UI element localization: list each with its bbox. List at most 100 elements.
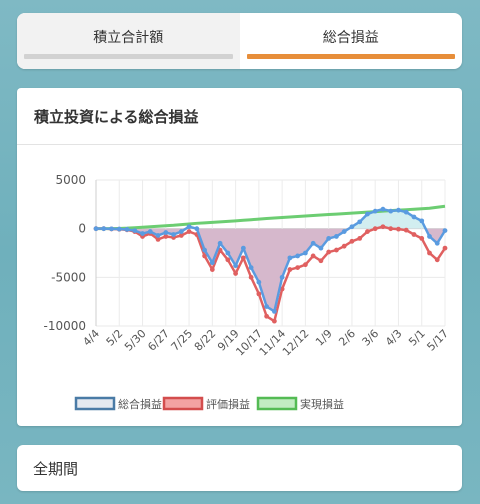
data-point (209, 260, 215, 266)
data-point (411, 214, 417, 220)
x-tick-label: 6/27 (145, 327, 172, 354)
data-point (295, 253, 301, 259)
data-point (396, 207, 401, 213)
total-area-negative (96, 228, 445, 312)
x-tick-label: 12/12 (280, 327, 312, 359)
data-point (318, 245, 324, 251)
data-point (357, 236, 363, 241)
y-tick-label: -10000 (43, 319, 86, 333)
data-point (287, 255, 293, 261)
data-point (279, 274, 285, 280)
data-point (380, 224, 386, 230)
x-tick-label: 8/22 (192, 327, 219, 354)
data-point (240, 245, 246, 251)
tab-total-contribution[interactable]: 積立合計額 (17, 13, 240, 69)
data-point (388, 226, 394, 232)
tab-label: 総合損益 (322, 30, 379, 46)
data-point (209, 267, 215, 272)
legend-swatch (256, 396, 298, 411)
total-line (96, 207, 447, 313)
data-point (264, 304, 270, 309)
data-point (403, 227, 409, 233)
data-point (256, 291, 262, 297)
data-point (248, 265, 254, 270)
period-selector[interactable]: 全期間 (17, 445, 462, 491)
data-point (349, 224, 355, 230)
data-point (357, 219, 363, 225)
data-point (419, 218, 425, 224)
legend-swatch (162, 396, 204, 411)
data-point (233, 271, 239, 276)
x-tick-label: 5/30 (122, 327, 149, 354)
data-point (248, 274, 254, 280)
period-label: 全期間 (33, 460, 79, 478)
y-tick-label: 5000 (55, 173, 86, 187)
x-tick-label: 5/17 (424, 327, 451, 354)
data-point (442, 228, 448, 234)
data-point (171, 232, 176, 237)
data-point (147, 229, 153, 234)
data-point (163, 230, 169, 235)
data-point (341, 243, 347, 249)
data-point (225, 257, 231, 263)
data-point (132, 228, 138, 234)
tab-total-profit-loss[interactable]: 総合損益 (240, 13, 463, 69)
data-point (442, 245, 448, 251)
data-point (155, 236, 161, 242)
data-point (233, 263, 239, 269)
data-point (326, 249, 332, 255)
data-point (186, 229, 192, 234)
tab-label: 積立合計額 (93, 30, 164, 46)
data-point (264, 313, 270, 319)
data-point (271, 318, 277, 324)
data-point (109, 226, 114, 232)
legend-label: 実現損益 (300, 397, 344, 411)
data-point (318, 258, 324, 264)
data-point (419, 236, 425, 241)
tab-indicator-active (246, 54, 455, 59)
data-point (140, 231, 145, 236)
data-point (178, 229, 184, 234)
data-point (310, 253, 316, 259)
profit-loss-card: 積立投資による総合損益 5000 0 -5000 -10000 4/4 5/2 5/30 6/… (17, 88, 462, 426)
legend-swatch (74, 396, 116, 411)
data-point (372, 208, 378, 214)
data-point (93, 226, 99, 232)
data-point (295, 265, 301, 270)
data-point (202, 253, 207, 259)
data-point (271, 309, 277, 314)
data-point (256, 279, 262, 285)
data-point (101, 226, 107, 232)
data-point (396, 226, 401, 232)
data-point (434, 257, 440, 263)
data-point (427, 234, 432, 239)
data-point (434, 240, 440, 246)
data-point (225, 250, 231, 256)
data-point (287, 267, 293, 272)
data-point (186, 224, 192, 230)
data-point (202, 247, 207, 253)
data-point (427, 250, 432, 256)
data-point (326, 236, 332, 241)
data-point (411, 232, 417, 237)
card-title: 積立投資による総合損益 (34, 108, 199, 126)
data-point (341, 229, 347, 234)
legend-label: 総合損益 (118, 397, 162, 411)
x-tick-label: 1/9 (313, 327, 335, 349)
card-divider (17, 144, 462, 145)
y-tick-label: 0 (78, 222, 86, 236)
data-point (240, 255, 246, 261)
tab-indicator (24, 54, 233, 59)
data-point (116, 226, 122, 232)
x-tick-label: 3/6 (360, 327, 382, 349)
data-point (178, 233, 184, 238)
data-point (349, 238, 355, 244)
tab-bar: 積立合計額 総合損益 (17, 13, 462, 69)
y-tick-label: -5000 (51, 270, 86, 284)
data-point (194, 226, 200, 232)
data-point (303, 250, 308, 256)
valuation-line (96, 225, 447, 323)
data-point (163, 234, 169, 239)
data-point (365, 211, 370, 217)
